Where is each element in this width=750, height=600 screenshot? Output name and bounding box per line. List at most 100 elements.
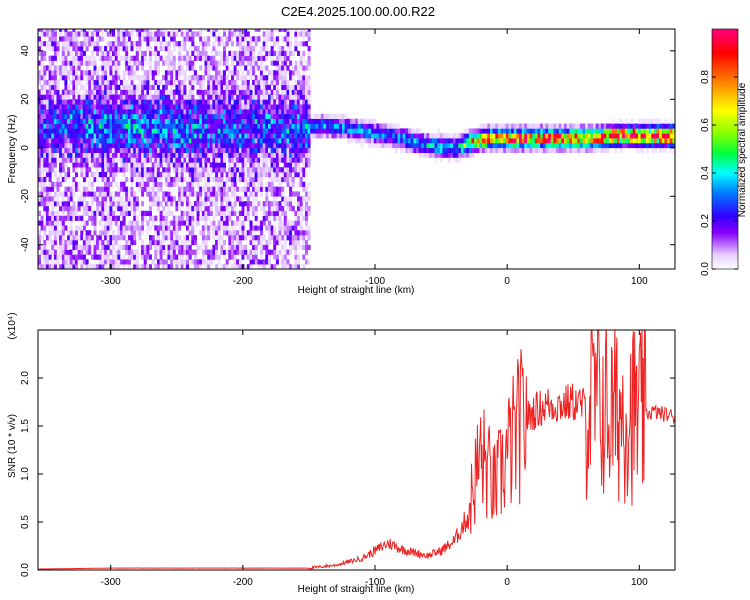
spectrogram-cell [479, 147, 483, 153]
spectrogram-cell [402, 147, 406, 153]
spectrogram-cell [130, 55, 134, 61]
spectrogram-cell [138, 89, 142, 95]
spectrogram-cell [109, 50, 113, 56]
spectrogram-cell [175, 118, 179, 124]
spectrogram-cell [112, 84, 115, 90]
spectrogram-cell [141, 133, 145, 139]
spectrogram-cell [225, 196, 229, 202]
spectrogram-cell [209, 75, 213, 81]
spectrogram-cell [143, 264, 147, 269]
spectrogram-cell [53, 31, 57, 37]
spectrogram-cell [133, 104, 137, 110]
spectrogram-cell [98, 46, 102, 52]
spectrogram-cell [186, 162, 189, 168]
spectrogram-cell [156, 36, 160, 42]
spectrogram-cell [241, 147, 245, 153]
spectrogram-cell [252, 239, 256, 246]
spectrogram-cell [82, 118, 86, 124]
spectrogram-cell [191, 118, 195, 124]
spectrogram-cell [156, 244, 160, 250]
spectrogram-cell [64, 60, 68, 66]
spectrogram-cell [291, 157, 295, 163]
spectrogram-cell [231, 70, 234, 76]
spectrogram-cell [127, 186, 131, 192]
spectrogram-cell [146, 264, 150, 269]
spectrogram-cell [215, 128, 219, 134]
spectrogram-cell [146, 181, 150, 187]
spectrogram-cell [151, 104, 155, 110]
spectrogram-cell [88, 181, 92, 187]
spectrogram-cell [217, 230, 221, 236]
spectrogram-cell [233, 147, 237, 153]
spectrogram-cell [215, 109, 219, 115]
spectrogram-cell [262, 79, 266, 86]
spectrogram-cell [236, 215, 240, 221]
spectrogram-cell [265, 142, 269, 149]
spectrogram-cell [188, 94, 192, 100]
spectrogram-cell [85, 172, 89, 178]
spectrogram-cell [286, 230, 290, 236]
spectrogram-cells [38, 29, 675, 269]
spectrogram-cell [72, 31, 76, 37]
spectrogram-cell [191, 36, 195, 42]
spectrogram-cell [80, 215, 84, 221]
spectrogram-cell [164, 118, 168, 124]
spectrogram-cell [215, 50, 219, 56]
spectrogram-cell [82, 210, 86, 216]
spectrogram-cell [640, 142, 644, 149]
spectrogram-cell [193, 79, 197, 86]
spectrogram-cell [484, 147, 488, 153]
spectrogram-cell [82, 55, 86, 61]
spectrogram-cell [138, 46, 142, 52]
spectrogram-cell [199, 215, 203, 221]
spectrogram-cell [38, 196, 41, 202]
spectrogram-cell [98, 65, 102, 71]
spectrogram-cell [355, 128, 359, 134]
spectrogram-cell [77, 128, 81, 134]
spectrogram-cell [127, 55, 131, 61]
spectrogram-cell [199, 104, 203, 110]
spectrogram-cell [236, 176, 240, 183]
spectrogram-cell [146, 123, 150, 129]
spectrogram-cell [302, 264, 306, 269]
spectrogram-cell [299, 31, 303, 37]
spectrogram-cell [104, 220, 108, 226]
spectrogram-cell [289, 89, 293, 95]
spectrogram-cell [80, 264, 84, 269]
spectrogram-cell [180, 46, 184, 52]
spectrogram-cell [188, 201, 192, 207]
spectrogram-cell [252, 249, 256, 255]
spectrogram-cell [511, 123, 515, 129]
spectrogram-cell [228, 109, 232, 115]
spectrogram-cell [508, 147, 512, 153]
spectrogram-cell [273, 75, 277, 81]
spectrogram-cell [138, 264, 142, 269]
spectrogram-cell [146, 244, 150, 250]
spectrogram-cell [109, 191, 113, 197]
spectrogram-cell [106, 215, 110, 221]
spectrogram-cell [90, 138, 94, 144]
spectrogram-cell [88, 109, 92, 115]
spectrogram-cell [479, 133, 483, 139]
spectrogram-cell [162, 196, 166, 202]
spectrogram-cell [238, 210, 242, 216]
spectrogram-cell [270, 147, 274, 153]
spectrogram-cell [487, 147, 491, 153]
spectrogram-cell [236, 29, 240, 32]
spectrogram-cell [106, 60, 110, 66]
spectrogram-cell [101, 186, 105, 192]
spectrogram-cell [268, 172, 271, 178]
spectrogram-cell [51, 29, 55, 32]
spectrogram-cell [569, 142, 573, 149]
spectrogram-cell [127, 254, 131, 260]
spectrogram-cell [72, 210, 76, 216]
spectrogram-cell [307, 31, 311, 37]
spectrogram-cell [114, 79, 118, 86]
spectrogram-cell [114, 36, 118, 42]
spectrogram-cell [228, 172, 232, 178]
spectrogram-cell [667, 142, 671, 149]
spectrogram-cell [238, 176, 242, 183]
spectrogram-cell [117, 235, 121, 241]
spectrogram-cell [291, 191, 295, 197]
spectrogram-cell [40, 70, 44, 76]
